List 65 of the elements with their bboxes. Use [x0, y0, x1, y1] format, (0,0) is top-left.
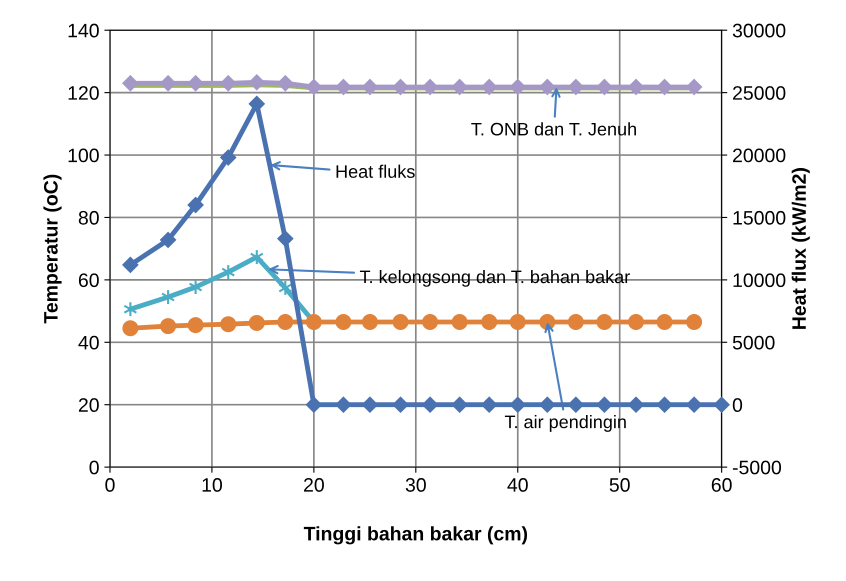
annotation: Heat fluks: [336, 164, 415, 178]
point: [335, 314, 352, 330]
point: [277, 314, 294, 330]
point: [510, 314, 526, 330]
y2-tick-label: 0: [732, 398, 742, 412]
point: [277, 230, 294, 247]
y-tick-label: 60: [78, 273, 99, 288]
x-tick-label: 60: [712, 478, 732, 492]
point: [220, 316, 236, 332]
point: [220, 149, 236, 166]
point: [481, 396, 498, 413]
point: [628, 314, 644, 330]
point: [481, 314, 498, 330]
point: [481, 78, 498, 96]
point: [160, 318, 176, 334]
point: [392, 314, 409, 330]
y-tick-label: 120: [68, 86, 99, 100]
x-tick-label: 40: [507, 478, 528, 492]
annotation: T. kelongsong dan T. bahan bakar: [360, 270, 630, 287]
point: [452, 314, 468, 330]
y-axis-title: Temperatur (oC): [43, 174, 62, 324]
y-tick-label: 100: [68, 148, 99, 162]
y-tick-label: 40: [78, 336, 99, 350]
x-tick-label: 30: [406, 478, 426, 492]
y-tick-label: 80: [78, 210, 99, 225]
y2-tick-label: -5000: [732, 460, 782, 474]
point: [362, 314, 378, 330]
point: [187, 196, 204, 214]
point: [686, 314, 702, 330]
annotation: T. air pendingin: [504, 415, 626, 432]
point: [422, 314, 438, 330]
point: [248, 314, 265, 331]
point: [596, 314, 612, 330]
y2-tick-label: 10000: [734, 273, 786, 288]
x-tick-label: 20: [304, 478, 324, 492]
point: [628, 78, 644, 96]
point: [510, 396, 526, 413]
point: [250, 249, 264, 266]
point: [248, 74, 265, 91]
y2-tick-label: 25000: [733, 86, 786, 100]
point: [122, 320, 138, 336]
point: [221, 264, 236, 280]
x-tick-label: 0: [105, 478, 115, 492]
point: [248, 96, 265, 112]
y2-tick-label: 20000: [733, 148, 786, 162]
point: [392, 78, 409, 96]
y-tick-label: 0: [90, 460, 99, 474]
point: [656, 314, 673, 330]
x-tick-label: 10: [202, 478, 222, 492]
y2-axis-title: Heat flux (kW/m2): [792, 168, 810, 329]
point: [220, 75, 236, 92]
y-tick-label: 140: [68, 24, 99, 38]
point: [160, 232, 176, 248]
y2-tick-label: 15000: [734, 210, 786, 225]
annotation: T. ONB dan T. Jenuh: [471, 122, 636, 136]
x-tick-label: 50: [610, 478, 630, 492]
point: [122, 256, 139, 274]
point: [568, 314, 584, 330]
y2-tick-label: 30000: [732, 24, 786, 38]
point: [510, 78, 526, 96]
point: [277, 75, 294, 92]
point: [188, 317, 204, 334]
y2-tick-label: 5000: [732, 336, 775, 350]
y-tick-label: 20: [78, 398, 99, 412]
x-axis-title: Tinggi bahan bakar (cm): [304, 526, 528, 544]
